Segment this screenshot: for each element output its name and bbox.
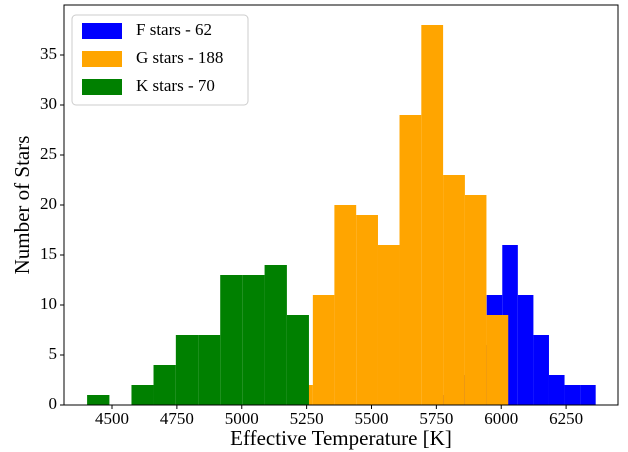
x-tick-label: 5250	[290, 409, 324, 428]
histogram-bar	[334, 205, 357, 405]
y-tick-label: 30	[40, 94, 57, 113]
histogram-bar	[175, 335, 199, 405]
histogram-bar	[517, 295, 534, 405]
histogram-bar	[153, 365, 176, 405]
y-axis-label: Number of Stars	[10, 136, 34, 275]
histogram-bar	[533, 335, 549, 405]
legend-swatch	[82, 51, 122, 67]
histogram-bar	[242, 275, 265, 405]
histogram-bar	[564, 385, 581, 405]
histogram-bar	[421, 25, 444, 405]
legend: F stars - 62 G stars - 188 K stars - 70	[71, 14, 249, 106]
y-tick-label: 5	[49, 344, 58, 363]
x-tick-label: 6250	[549, 409, 583, 428]
y-tick-label: 35	[40, 44, 57, 63]
legend-swatch	[82, 79, 122, 95]
x-tick-label: 6000	[484, 409, 518, 428]
y-tick-label: 20	[40, 194, 57, 213]
y-tick-label: 10	[40, 294, 57, 313]
legend-label: F stars - 62	[136, 20, 212, 39]
legend-swatch	[82, 23, 122, 39]
histogram-bar	[464, 195, 487, 405]
histogram-bar	[87, 395, 110, 405]
histogram-bar	[443, 175, 465, 405]
y-tick-label: 25	[40, 144, 57, 163]
histogram-bar	[220, 275, 243, 405]
y-tick-label: 15	[40, 244, 57, 263]
histogram-bar	[399, 115, 422, 405]
histogram-bar	[131, 385, 154, 405]
x-axis-label: Effective Temperature [K]	[230, 426, 452, 450]
x-tick-label: 5750	[419, 409, 453, 428]
plot-area	[87, 25, 596, 405]
histogram-bar	[486, 315, 509, 405]
x-tick-label: 4500	[95, 409, 129, 428]
histogram-bar	[312, 295, 335, 405]
histogram-bar	[377, 245, 400, 405]
histogram-bar	[580, 385, 596, 405]
legend-label: G stars - 188	[136, 48, 223, 67]
histogram-bar	[286, 315, 309, 405]
legend-label: K stars - 70	[136, 76, 215, 95]
histogram-bar	[264, 265, 287, 405]
x-tick-label: 5000	[225, 409, 259, 428]
histogram-bar	[198, 335, 221, 405]
y-tick-label: 0	[49, 394, 58, 413]
x-tick-label: 4750	[160, 409, 194, 428]
histogram-bar	[356, 215, 378, 405]
x-tick-label: 5500	[354, 409, 388, 428]
histogram-bar	[548, 375, 565, 405]
